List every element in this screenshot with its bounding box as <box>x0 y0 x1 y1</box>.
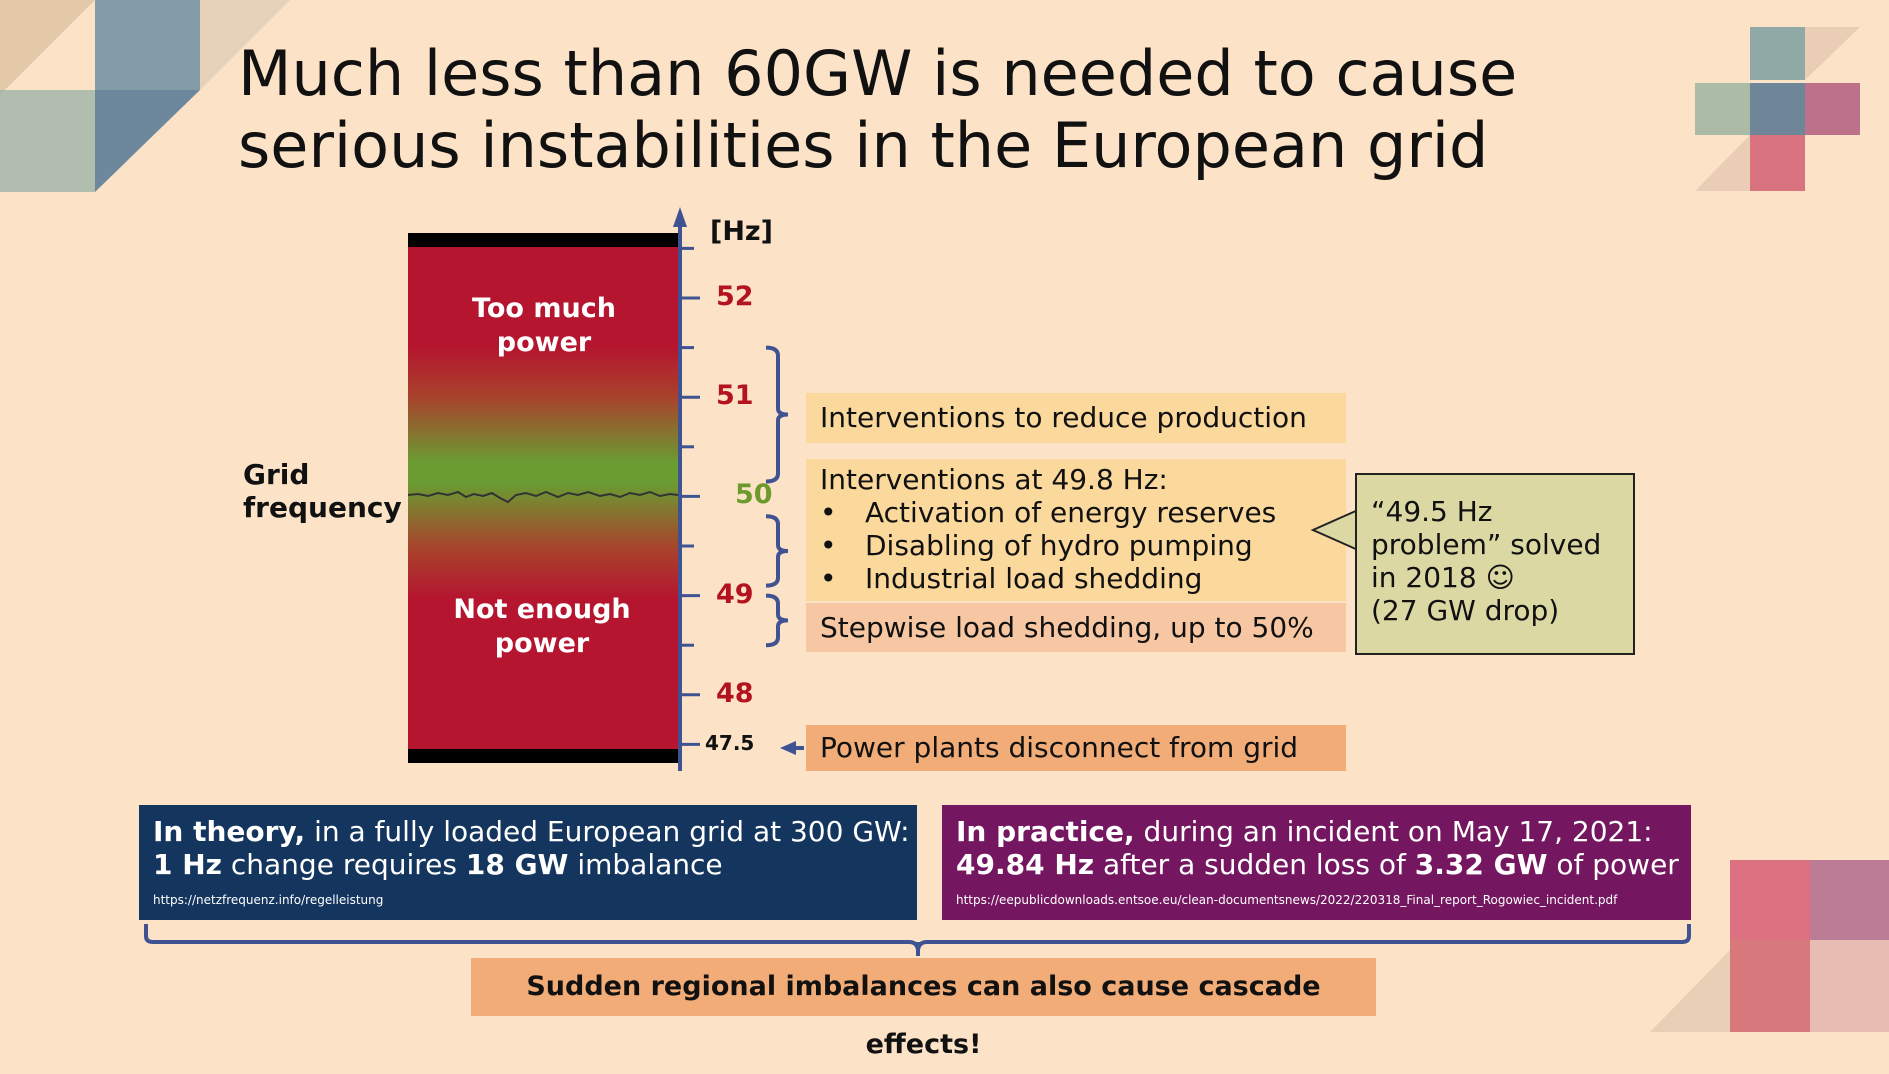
frequency-bar <box>408 233 678 763</box>
practice-line-2: 49.84 Hz after a sudden loss of 3.32 GW … <box>956 848 1691 881</box>
reduce-production-text: Interventions to reduce production <box>820 401 1307 434</box>
frequency-axis <box>673 207 789 771</box>
interventions-list: Activation of energy reservesDisabling o… <box>820 496 1346 595</box>
theory-source-link[interactable]: https://netzfrequenz.info/regelleistung <box>153 893 384 907</box>
bracket-reduce-production <box>765 345 789 484</box>
title-line-2: serious instabilities in the European gr… <box>238 109 1489 182</box>
axis-tick-label: 48 <box>716 677 754 709</box>
interventions-item: Activation of energy reserves <box>820 496 1346 529</box>
stepwise-box: Stepwise load shedding, up to 50% <box>806 603 1346 652</box>
axis-tick-label: 51 <box>716 380 754 412</box>
grid-frequency-label: Grid frequency <box>243 458 402 524</box>
disconnect-arrow <box>780 741 804 755</box>
axis-arrow-head <box>673 207 687 227</box>
bracket-stepwise <box>765 593 789 648</box>
theory-bold-1: In theory, <box>153 815 306 848</box>
axis-tick-label: 50 <box>735 479 773 511</box>
axis-tick-label: 47.5 <box>705 731 755 756</box>
corner-decoration-top-left <box>0 0 290 192</box>
practice-text-2: after a sudden loss of <box>1094 848 1415 881</box>
title-line-1: Much less than 60GW is needed to cause <box>238 37 1518 110</box>
bracket-interventions <box>765 514 789 588</box>
axis-unit-label: [Hz] <box>710 216 773 247</box>
callout-line-3: in 2018 ☺ <box>1371 561 1515 594</box>
theory-text-1: in a fully loaded European grid at 300 G… <box>305 815 910 848</box>
theory-text-3: imbalance <box>568 848 723 881</box>
callout-line-2: problem” solved <box>1371 528 1602 561</box>
practice-bold-1: In practice, <box>956 815 1135 848</box>
side-label-line-1: Grid <box>243 458 310 491</box>
practice-bold-2: 49.84 Hz <box>956 848 1095 881</box>
too-much-power-label: Too much power <box>472 293 616 358</box>
interventions-item: Industrial load shedding <box>820 562 1346 595</box>
practice-line-1: In practice, during an incident on May 1… <box>956 815 1691 848</box>
callout-line-1: “49.5 Hz <box>1371 495 1493 528</box>
stepwise-text: Stepwise load shedding, up to 50% <box>820 611 1314 644</box>
page-title: Much less than 60GW is needed to cause s… <box>238 38 1638 182</box>
practice-bold-3: 3.32 GW <box>1414 848 1548 881</box>
bar-top-cap <box>408 233 678 247</box>
conclusion-box: Sudden regional imbalances can also caus… <box>471 958 1376 1060</box>
not-enough-power-label: Not enough power <box>453 594 631 659</box>
reduce-production-box: Interventions to reduce production <box>806 393 1346 443</box>
interventions-heading: Interventions at 49.8 Hz: <box>820 463 1168 496</box>
disconnect-box: Power plants disconnect from grid <box>806 725 1346 771</box>
practice-text-3: of power <box>1547 848 1679 881</box>
practice-box: In practice, during an incident on May 1… <box>942 805 1691 920</box>
callout-line-4: (27 GW drop) <box>1371 594 1560 627</box>
disconnect-text: Power plants disconnect from grid <box>820 731 1299 764</box>
corner-decoration-top-right <box>1695 27 1860 191</box>
theory-box: In theory, in a fully loaded European gr… <box>139 805 917 920</box>
bar-bottom-cap <box>408 749 678 763</box>
practice-text-1: during an incident on May 17, 2021: <box>1134 815 1653 848</box>
axis-tick-label: 49 <box>716 578 754 610</box>
frequency-trace <box>408 490 678 504</box>
corner-decoration-bottom-right <box>1650 860 1889 1032</box>
bottom-bracket <box>144 924 1691 956</box>
axis-tick-label: 52 <box>716 281 754 312</box>
theory-bold-2: 1 Hz <box>153 848 222 881</box>
theory-text-2: change requires <box>221 848 466 881</box>
theory-line-2: 1 Hz change requires 18 GW imbalance <box>153 848 917 881</box>
conclusion-text: Sudden regional imbalances can also caus… <box>526 971 1321 1060</box>
callout-pointer <box>1310 508 1360 552</box>
theory-line-1: In theory, in a fully loaded European gr… <box>153 815 917 848</box>
bar-gradient <box>408 247 678 749</box>
interventions-item: Disabling of hydro pumping <box>820 529 1346 562</box>
callout-box: “49.5 Hz problem” solved in 2018 ☺ (27 G… <box>1355 473 1635 655</box>
theory-bold-3: 18 GW <box>465 848 569 881</box>
interventions-box: Interventions at 49.8 Hz: Activation of … <box>806 459 1346 601</box>
side-label-line-2: frequency <box>243 491 402 524</box>
practice-source-link[interactable]: https://eepublicdownloads.entsoe.eu/clea… <box>956 893 1618 907</box>
